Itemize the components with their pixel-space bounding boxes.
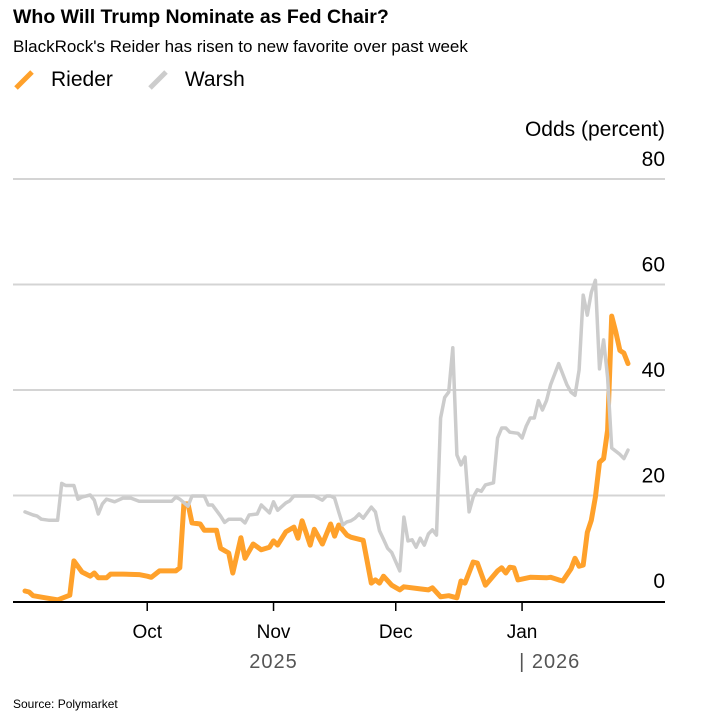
y-tick-label: 40 <box>642 359 665 382</box>
legend-swatch-warsh-icon <box>148 70 168 90</box>
series-line-warsh <box>23 278 630 573</box>
x-tick-label: Dec <box>379 622 413 643</box>
y-tick-label: 60 <box>642 254 665 277</box>
legend-item-rieder: Rieder <box>13 68 113 92</box>
year-label: 2025 <box>249 651 298 673</box>
source-note: Source: Polymarket <box>13 697 118 711</box>
chart-subtitle: BlackRock's Reider has risen to new favo… <box>13 37 468 56</box>
x-tick-label: Oct <box>132 622 162 643</box>
legend-item-warsh: Warsh <box>147 68 245 92</box>
y-tick-label: 80 <box>642 148 665 171</box>
y-tick-label: 0 <box>653 570 665 593</box>
x-tick-label: Nov <box>257 622 291 643</box>
year-label: | 2026 <box>519 651 580 673</box>
x-tick-label: Jan <box>507 622 538 643</box>
legend-swatch-rieder-icon <box>14 70 34 90</box>
legend: Rieder Warsh <box>13 68 279 92</box>
series-line-rieder <box>22 313 631 603</box>
chart-title: Who Will Trump Nominate as Fed Chair? <box>13 6 389 28</box>
legend-label-rieder: Rieder <box>51 68 113 91</box>
legend-label-warsh: Warsh <box>184 68 245 91</box>
y-tick-label: 20 <box>642 465 665 488</box>
y-axis-label: Odds (percent) <box>525 118 665 141</box>
